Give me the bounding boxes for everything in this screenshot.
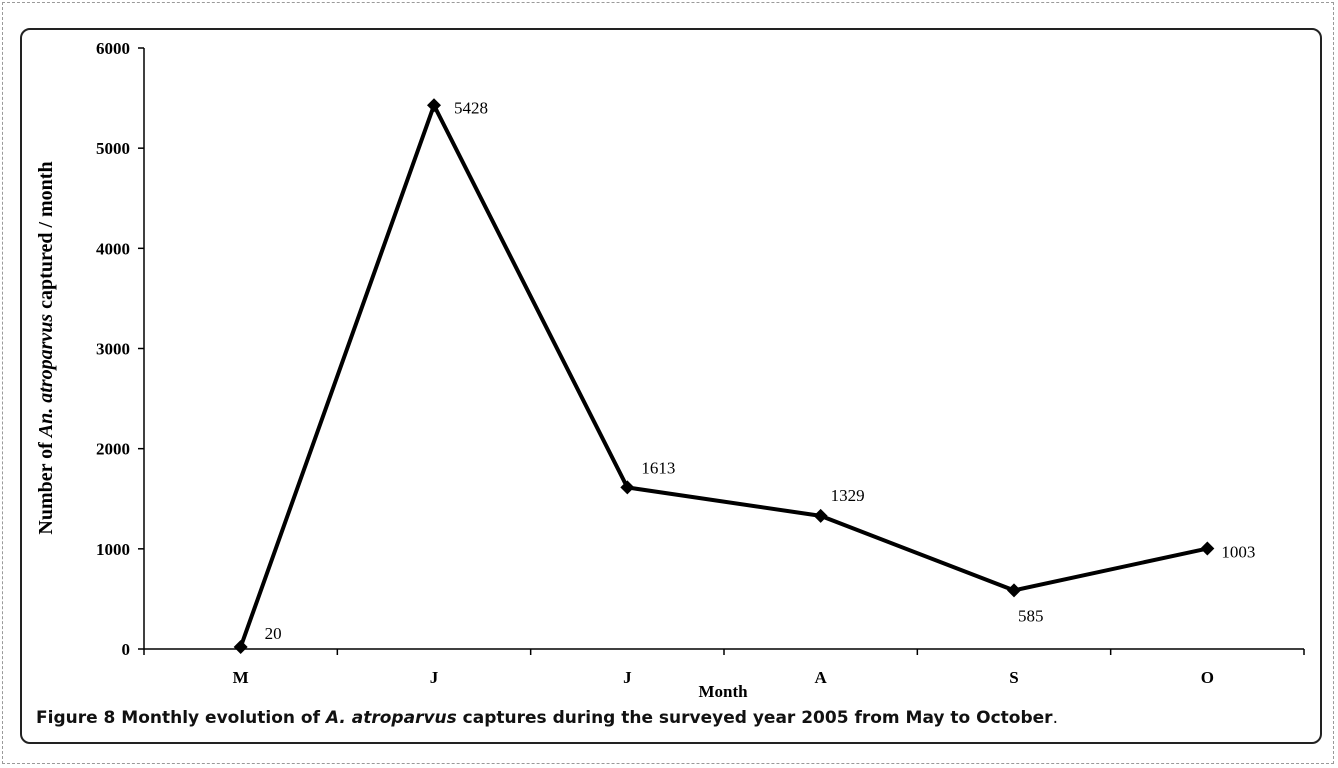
y-tick-label: 3000	[96, 340, 130, 359]
x-axis-label: Month	[698, 682, 748, 701]
y-tick-label: 6000	[96, 39, 130, 58]
data-point-marker	[1200, 541, 1215, 556]
caption-species: A. atroparvus	[325, 708, 457, 728]
data-point-marker	[813, 508, 828, 523]
data-point-marker	[427, 98, 441, 113]
y-axis-label-part: Number of	[35, 437, 57, 534]
figure-frame	[20, 28, 1322, 744]
data-point-marker	[233, 639, 248, 654]
data-label: 5428	[454, 98, 488, 117]
x-tick-label: S	[1009, 668, 1018, 687]
x-tick-label: A	[815, 668, 828, 687]
data-point-marker	[1007, 583, 1021, 598]
series-line	[238, 100, 1208, 648]
chart-series	[233, 98, 1215, 654]
y-tick-label: 0	[122, 640, 131, 659]
figure-caption: Figure 8 Monthly evolution of A. atropar…	[36, 708, 1058, 728]
data-label: 1329	[831, 486, 865, 505]
y-tick-label: 1000	[96, 540, 130, 559]
data-label: 1613	[641, 458, 675, 477]
x-tick-label: J	[623, 668, 632, 687]
y-tick-label: 4000	[96, 239, 130, 258]
caption-text-before: Monthly evolution of	[115, 708, 326, 728]
x-tick-label: O	[1201, 668, 1214, 687]
caption-label: Figure 8	[36, 708, 116, 728]
data-label: 585	[1018, 606, 1044, 625]
data-point-marker	[620, 480, 635, 495]
caption-text-after: captures during the surveyed year 2005 f…	[456, 708, 1053, 728]
caption-period: .	[1052, 708, 1058, 728]
chart-axes: 0 1000 2000 3000 4000 5000 6000 M J J A S O Month Numb…	[35, 39, 1305, 701]
y-axis-label: Number of An. atroparvus captured / mont…	[35, 161, 57, 534]
x-tick-label: M	[233, 668, 249, 687]
chart-labels: 20 5428 1613 1329 585 1003	[265, 98, 1256, 643]
y-tick-label: 5000	[96, 139, 130, 158]
y-tick-label: 2000	[96, 440, 130, 459]
y-axis-label-part: captured / month	[35, 161, 57, 313]
x-tick-label: J	[430, 668, 439, 687]
data-label: 1003	[1221, 543, 1255, 562]
data-label: 20	[265, 624, 282, 643]
y-axis-label-species: An. atroparvus	[35, 314, 57, 440]
